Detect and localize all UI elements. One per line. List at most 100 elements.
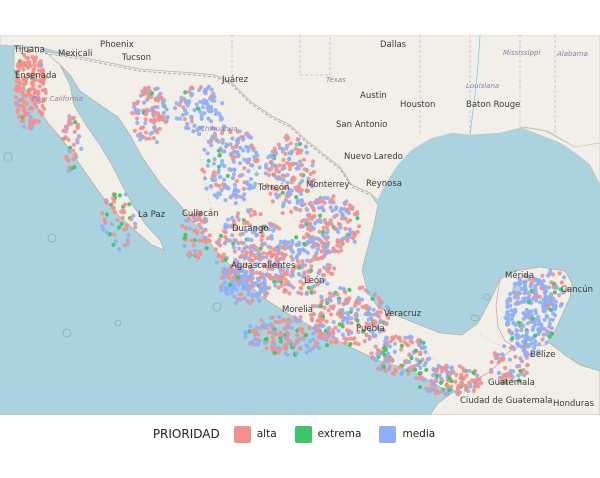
hex-cell-alta	[235, 211, 241, 216]
hex-cell-alta	[351, 235, 356, 241]
hex-cell-media	[392, 341, 397, 346]
hex-cell-alta	[115, 218, 120, 223]
hex-cell-media	[290, 257, 295, 262]
island	[47, 233, 57, 243]
hex-cell-alta	[227, 276, 232, 281]
hex-cell-media	[277, 264, 282, 269]
hex-cell-alta	[312, 200, 317, 205]
hex-cell-alta	[26, 72, 31, 77]
hex-cell-media	[222, 149, 227, 154]
hex-cell-media	[515, 333, 521, 338]
hex-cell-media	[225, 286, 230, 291]
baja-california	[13, 46, 165, 251]
hex-cell-media	[246, 186, 251, 191]
map-panel[interactable]: Phoenix Dallas Mexicali Tucson Tijuana Ensena…	[0, 35, 600, 415]
hex-cell-alta	[245, 220, 250, 225]
hex-cell-alta	[393, 334, 399, 339]
hex-cell-media	[521, 296, 526, 301]
hex-cell-alta	[214, 182, 219, 187]
hex-cell-media	[190, 92, 195, 97]
hex-cell-alta	[129, 217, 134, 222]
hex-cell-media	[526, 342, 532, 348]
hex-cell-alta	[351, 231, 357, 236]
hex-cell-media	[154, 140, 159, 145]
hex-cell-extrema	[399, 343, 404, 348]
hex-cell-alta	[308, 200, 313, 205]
hex-cell-media	[312, 221, 318, 226]
hex-cell-media	[310, 163, 315, 168]
hex-cell-alta	[187, 89, 192, 94]
hex-cell-alta	[31, 67, 37, 72]
hex-cell-extrema	[417, 385, 422, 390]
map-label-ju-rez: Juárez	[221, 75, 249, 85]
hex-cell-alta	[23, 62, 28, 67]
hex-cell-media	[387, 344, 393, 349]
hex-cell-media	[271, 329, 276, 334]
hex-cell-extrema	[104, 212, 110, 217]
island	[3, 151, 13, 163]
hex-cell-media	[254, 172, 259, 177]
hex-cell-alta	[328, 312, 334, 317]
hex-cell-alta	[297, 346, 302, 351]
hex-cell-alta	[239, 292, 244, 297]
hex-cell-media	[177, 116, 183, 121]
hex-cell-media	[285, 241, 290, 247]
hex-cell-media	[374, 358, 379, 363]
hex-cell-media	[467, 368, 472, 374]
hex-cell-media	[342, 301, 347, 306]
hex-cell-alta	[353, 312, 358, 318]
hex-cell-media	[233, 257, 238, 262]
hex-cell-alta	[339, 239, 345, 244]
hex-cell-alta	[16, 62, 21, 67]
hex-cell-media	[300, 203, 305, 208]
hex-cell-extrema	[127, 202, 132, 207]
hex-cell-media	[385, 304, 390, 310]
hex-cell-alta	[151, 136, 156, 141]
hex-cell-alta	[310, 318, 315, 323]
hex-cell-extrema	[119, 221, 124, 226]
hex-cell-media	[155, 86, 160, 91]
hex-cell-media	[325, 244, 330, 249]
hex-cell-media	[399, 372, 404, 377]
hex-cell-alta	[376, 366, 381, 371]
hex-cell-alta	[318, 197, 323, 202]
hex-cell-media	[552, 307, 558, 312]
hex-cell-media	[240, 275, 245, 280]
hex-cell-alta	[406, 371, 411, 376]
hex-cell-alta	[372, 319, 377, 324]
hex-cell-alta	[293, 185, 298, 190]
hex-cell-extrema	[227, 282, 233, 287]
hex-cell-alta	[331, 246, 336, 251]
hex-cell-alta	[360, 285, 365, 290]
hex-cell-media	[521, 323, 526, 329]
hex-cell-alta	[470, 378, 475, 383]
hex-cell-alta	[37, 68, 42, 73]
hex-cell-alta	[369, 351, 374, 356]
hex-cell-extrema	[447, 376, 452, 381]
hex-cell-media	[199, 113, 204, 118]
hex-cell-alta	[279, 333, 284, 338]
hex-cell-media	[205, 106, 210, 111]
hex-cell-media	[67, 149, 72, 154]
map-label-honduras: Honduras	[553, 399, 594, 409]
island	[114, 319, 122, 327]
hex-cell-alta	[266, 274, 271, 279]
hex-cell-alta	[557, 293, 562, 298]
hex-cell-media	[187, 226, 192, 231]
hex-cell-media	[536, 349, 541, 354]
map-canvas[interactable]: Phoenix Dallas Mexicali Tucson Tijuana Ensena…	[0, 35, 600, 415]
hex-cell-extrema	[530, 316, 535, 321]
legend-label-alta: alta	[256, 428, 277, 440]
map-label-tucson: Tucson	[121, 53, 151, 63]
hex-cell-alta	[325, 222, 330, 227]
hex-cell-media	[282, 165, 287, 170]
hex-cell-media	[340, 212, 345, 217]
hex-cell-alta	[272, 172, 277, 177]
hex-cell-alta	[207, 233, 212, 238]
hex-cell-alta	[19, 119, 24, 124]
map-label-texas: Texas	[326, 76, 346, 84]
hex-cell-extrema	[549, 331, 555, 336]
hex-cell-media	[551, 296, 556, 301]
hex-cell-media	[269, 322, 274, 327]
hex-cell-alta	[508, 345, 513, 350]
